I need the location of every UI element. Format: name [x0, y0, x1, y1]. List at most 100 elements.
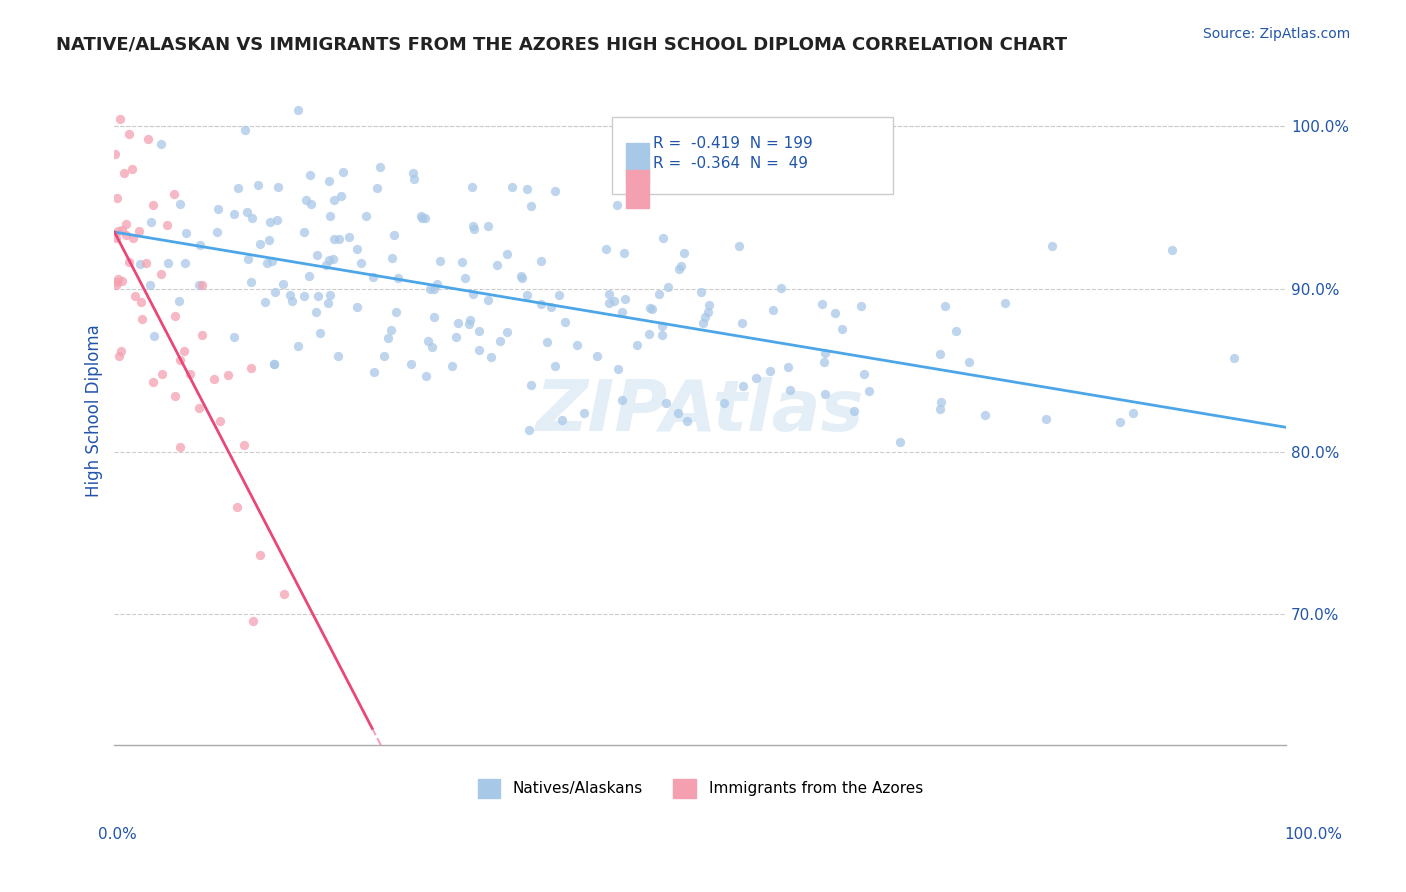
Point [323, 232, 346, 246]
Point [242, 615, 264, 629]
Text: R =  -0.419  N = 199: R = -0.419 N = 199 [654, 136, 813, 151]
Point [758, 364, 780, 378]
Point [416, 334, 439, 349]
Point [451, 254, 474, 268]
Point [318, 296, 340, 310]
Point [666, 406, 689, 420]
Point [637, 327, 659, 342]
Point [298, 268, 321, 283]
Point [299, 197, 322, 211]
Point [479, 350, 502, 364]
Point [409, 209, 432, 223]
Point [298, 168, 321, 182]
Point [695, 310, 717, 324]
FancyBboxPatch shape [613, 118, 893, 194]
Point [444, 330, 467, 344]
Point [458, 317, 481, 331]
Point [326, 349, 349, 363]
Point [415, 368, 437, 383]
Point [544, 359, 567, 373]
Point [1035, 412, 1057, 426]
Text: R =  -0.364  N =  49: R = -0.364 N = 49 [654, 156, 808, 171]
Point [208, 414, 231, 428]
Point [889, 435, 911, 450]
Point [1040, 239, 1063, 253]
Point [281, 293, 304, 308]
Point [139, 278, 162, 293]
Point [429, 254, 451, 268]
Point [929, 402, 952, 417]
Point [107, 271, 129, 285]
Point [495, 325, 517, 339]
Point [105, 276, 128, 290]
Point [139, 214, 162, 228]
Point [831, 321, 853, 335]
Point [440, 359, 463, 373]
Point [520, 198, 543, 212]
Text: ZIPAtlas: ZIPAtlas [536, 376, 865, 445]
Point [207, 202, 229, 216]
Point [267, 180, 290, 194]
Point [225, 500, 247, 514]
Point [240, 361, 263, 376]
Point [179, 368, 201, 382]
Point [156, 218, 179, 232]
Point [128, 224, 150, 238]
Point [468, 325, 491, 339]
Point [420, 340, 443, 354]
Point [377, 331, 399, 345]
Point [461, 287, 484, 301]
Point [287, 103, 309, 117]
Point [143, 328, 166, 343]
Point [598, 296, 620, 310]
Point [676, 414, 699, 428]
Point [413, 211, 436, 225]
Point [128, 257, 150, 271]
FancyBboxPatch shape [627, 170, 648, 208]
Point [115, 217, 138, 231]
Point [858, 384, 880, 399]
Point [550, 413, 572, 427]
Point [142, 198, 165, 212]
Point [118, 255, 141, 269]
Point [934, 299, 956, 313]
Point [813, 354, 835, 368]
Point [477, 293, 499, 308]
Point [188, 237, 211, 252]
Point [240, 211, 263, 226]
Point [332, 165, 354, 179]
Point [263, 357, 285, 371]
Point [259, 215, 281, 229]
Point [121, 230, 143, 244]
Point [363, 364, 385, 378]
Point [779, 383, 801, 397]
Point [169, 197, 191, 211]
Point [202, 372, 225, 386]
Point [769, 281, 792, 295]
Point [368, 160, 391, 174]
Point [112, 166, 135, 180]
Point [174, 256, 197, 270]
Point [105, 230, 128, 244]
Point [224, 330, 246, 344]
Point [426, 277, 449, 291]
Point [129, 295, 152, 310]
Point [603, 293, 626, 308]
Point [319, 287, 342, 301]
Point [278, 288, 301, 302]
Point [163, 187, 186, 202]
Point [232, 438, 254, 452]
Y-axis label: High School Diploma: High School Diploma [86, 325, 103, 498]
Point [256, 256, 278, 270]
Point [1122, 406, 1144, 420]
Point [108, 349, 131, 363]
Point [423, 282, 446, 296]
Point [668, 262, 690, 277]
Point [477, 219, 499, 233]
Point [307, 288, 329, 302]
Point [536, 334, 558, 349]
Point [610, 393, 633, 408]
Point [974, 408, 997, 422]
Point [294, 193, 316, 207]
Point [322, 252, 344, 267]
